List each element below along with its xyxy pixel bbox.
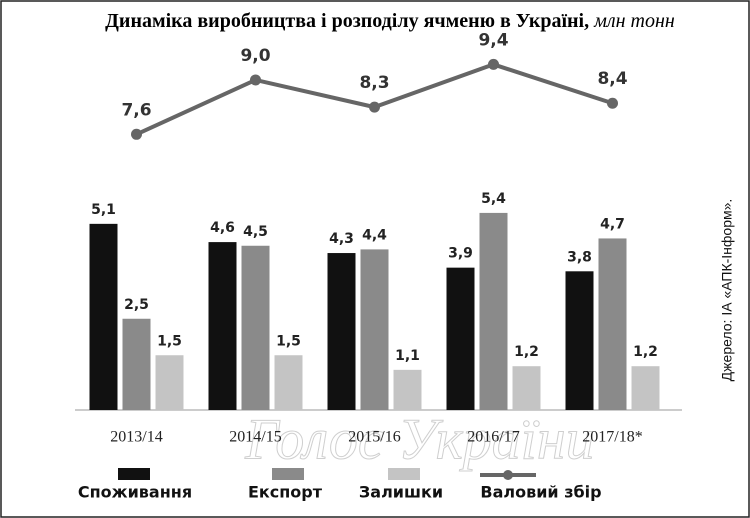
legend-swatch xyxy=(272,468,304,480)
value-label: 1,5 xyxy=(157,333,182,349)
x-tick-label: 2017/18* xyxy=(582,429,642,446)
value-label: 2,5 xyxy=(124,297,149,313)
bar xyxy=(598,238,627,410)
chart-title-group: Динаміка виробництва і розподілу ячменю … xyxy=(105,10,675,32)
bar xyxy=(393,369,422,410)
value-label: 8,3 xyxy=(359,73,389,93)
bar xyxy=(512,366,541,410)
x-tick-label: 2016/17 xyxy=(467,429,519,446)
bar xyxy=(155,355,184,410)
legend-swatch xyxy=(503,470,513,480)
legend-label: Експорт xyxy=(248,483,323,502)
legend-label: Залишки xyxy=(359,483,443,502)
value-label: 4,5 xyxy=(243,224,268,240)
x-tick-label: 2013/14 xyxy=(110,429,162,446)
value-label: 5,1 xyxy=(91,202,116,218)
bar xyxy=(360,249,389,410)
value-label: 4,7 xyxy=(600,216,625,232)
value-label: 1,2 xyxy=(633,344,658,360)
bar xyxy=(241,245,270,410)
source: Джерело: ІА «АПК-Інформ». xyxy=(719,199,735,382)
value-label: 7,6 xyxy=(121,100,151,120)
bar xyxy=(122,318,151,410)
x-tick-label: 2014/15 xyxy=(229,429,281,446)
value-label: 9,0 xyxy=(240,46,270,66)
value-label: 3,9 xyxy=(448,246,473,262)
value-label: 4,6 xyxy=(210,220,235,236)
legend-label: Споживання xyxy=(78,483,192,502)
value-label: 1,1 xyxy=(395,348,420,364)
marker xyxy=(369,101,380,113)
bar xyxy=(208,242,237,410)
legend-label: Валовий збір xyxy=(480,483,601,502)
bar xyxy=(631,366,660,410)
value-label: 8,4 xyxy=(597,69,627,89)
x-tick-label: 2015/16 xyxy=(348,429,400,446)
value-label: 4,3 xyxy=(329,231,354,247)
unit: млн тонн xyxy=(593,10,675,32)
bar xyxy=(274,355,303,410)
marker xyxy=(607,97,618,109)
chart-title: Динаміка виробництва і розподілу ячменю … xyxy=(105,10,589,32)
marker xyxy=(250,74,261,86)
value-label: 4,4 xyxy=(362,227,387,243)
value-label: 1,5 xyxy=(276,333,301,349)
legend-swatch xyxy=(118,468,150,480)
value-label: 9,4 xyxy=(478,30,508,50)
watermark: Голос України xyxy=(244,406,594,471)
legend-swatch xyxy=(388,468,420,480)
bar xyxy=(446,267,475,410)
bar xyxy=(327,253,356,410)
marker xyxy=(131,128,142,140)
value-label: 3,8 xyxy=(567,249,592,265)
value-label: 1,2 xyxy=(514,344,539,360)
bar xyxy=(565,271,594,410)
bar xyxy=(89,223,118,410)
bar xyxy=(479,212,508,410)
marker xyxy=(488,58,499,70)
value-label: 5,4 xyxy=(481,191,506,207)
